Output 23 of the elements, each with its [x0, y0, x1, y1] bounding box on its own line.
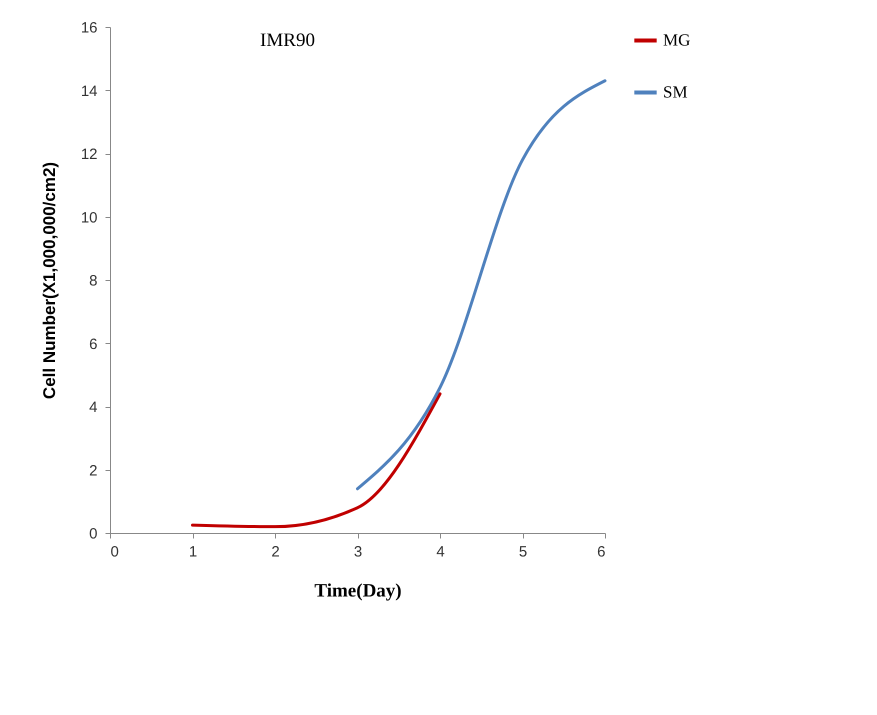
y-tick-label: 4 [89, 399, 98, 416]
line-series [191, 392, 442, 528]
y-tick-label: 2 [89, 462, 98, 480]
x-tick-label: 6 [597, 544, 606, 560]
y-tick-label: 0 [89, 526, 98, 542]
x-tick-label: 2 [271, 544, 280, 560]
legend-label: MG [663, 30, 690, 50]
chart-title: IMR90 [260, 30, 315, 51]
y-axis-title: Cell Number(X1,000,000/cm2) [40, 162, 59, 400]
y-tick-label: 14 [80, 82, 98, 100]
x-tick-label: 5 [518, 544, 528, 560]
legend-label: SM [663, 82, 688, 102]
line-series [356, 79, 606, 490]
y-tick-label: 6 [89, 336, 98, 353]
x-tick-label: 0 [110, 544, 119, 560]
x-tick-label: 4 [436, 544, 445, 560]
y-tick-label: 8 [89, 272, 98, 290]
y-tick-label: 10 [80, 209, 98, 226]
x-tick-label: 1 [188, 544, 198, 560]
y-tick-label: 16 [80, 20, 98, 36]
y-tick-label: 12 [80, 146, 98, 163]
x-tick-label: 3 [354, 544, 362, 560]
x-axis-title: Time(Day) [314, 580, 402, 602]
